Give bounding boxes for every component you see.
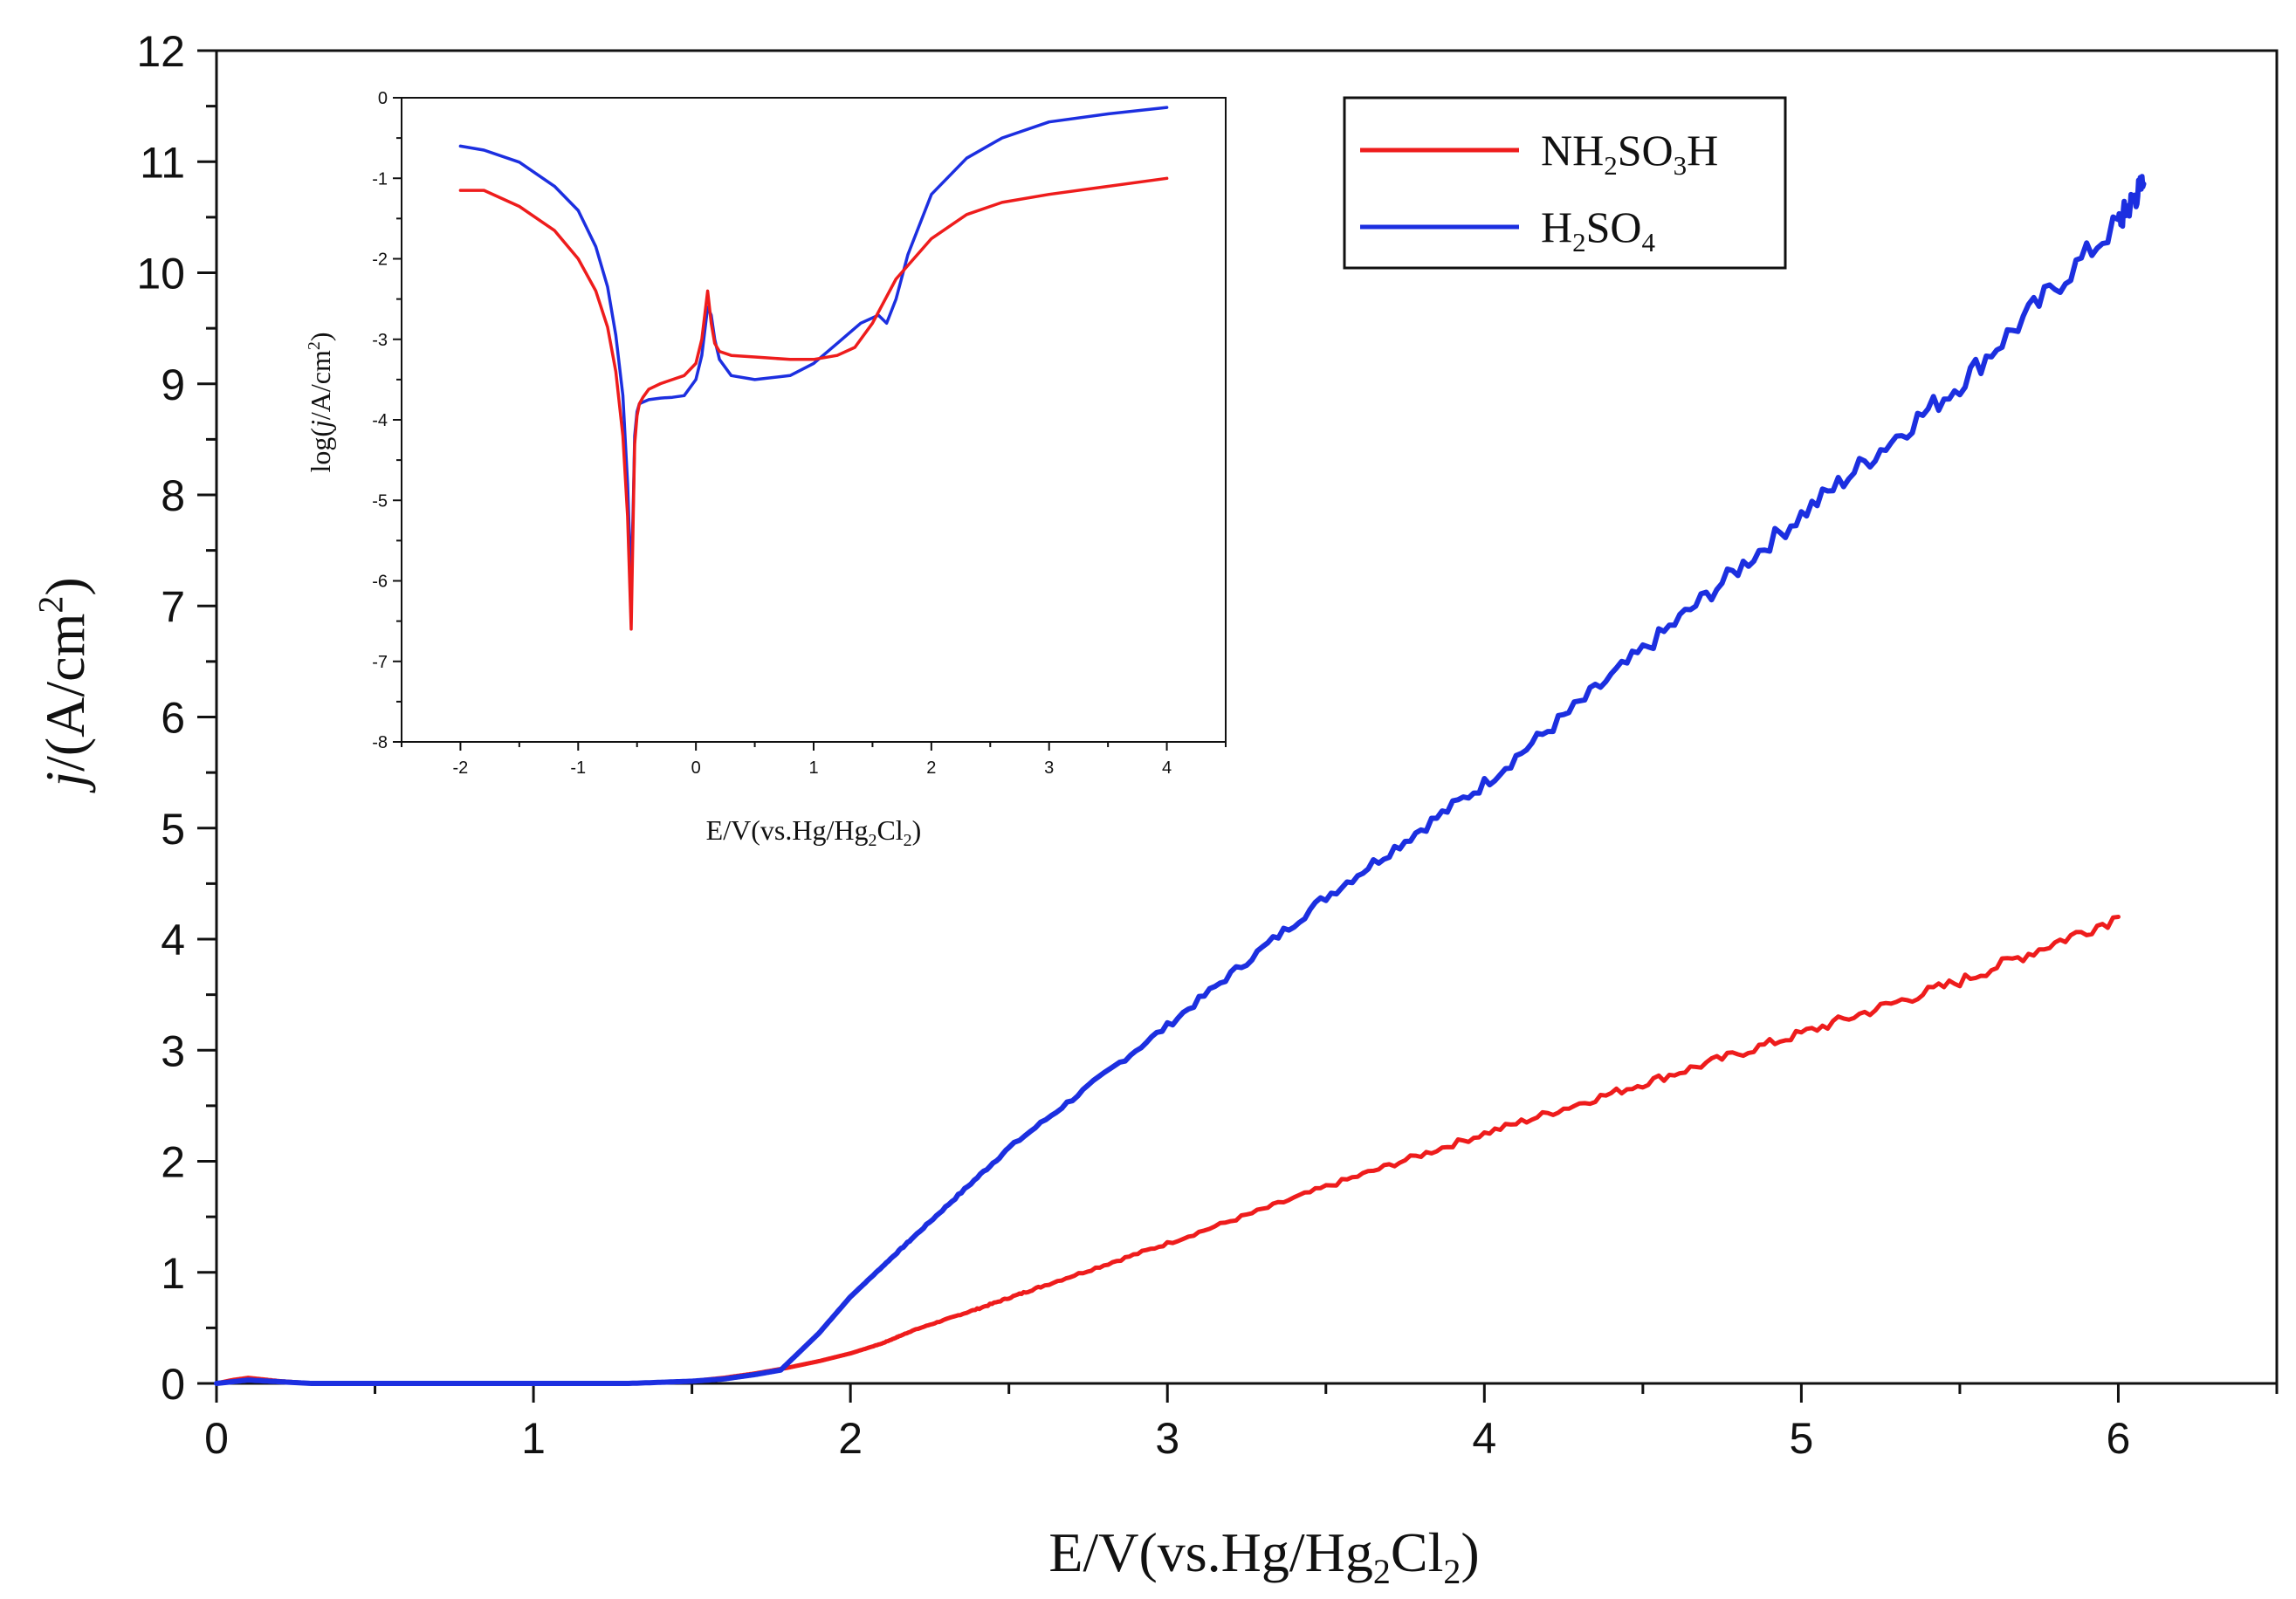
inset-y-tick-label: -8: [372, 733, 388, 752]
legend-box: [1343, 96, 1787, 270]
inset-y-tick-label: -2: [372, 250, 388, 270]
inset-x-tick-label: 4: [1162, 758, 1172, 778]
main-x-tick-label: 6: [2107, 1414, 2131, 1463]
inset-x-tick-label: 0: [691, 758, 701, 778]
main-y-tick-label: 11: [140, 138, 185, 187]
main-x-tick-label: 3: [1155, 1414, 1179, 1463]
main-y-tick-label: 12: [136, 27, 185, 76]
inset-y-tick-label: -7: [372, 653, 388, 672]
main-x-axis-title: E/V(vs.Hg/Hg2​Cl2​): [1048, 1521, 1479, 1591]
inset-x-tick-label: 3: [1044, 758, 1054, 778]
main-y-tick-label: 9: [161, 360, 185, 409]
inset-y-tick-label: 0: [378, 89, 388, 108]
inset-x-tick-label: -2: [453, 758, 469, 778]
main-series-line-H2SO4: [214, 174, 2147, 1386]
legend-label-H2SO4: H2​SO4​: [1541, 202, 1656, 257]
main-x-tick-label: 2: [838, 1414, 863, 1463]
inset-x-tick-label: 1: [808, 758, 818, 778]
inset-series-line-NH2SO3H: [458, 176, 1169, 631]
inset-background: [402, 98, 1226, 742]
main-y-tick-label: 2: [161, 1138, 185, 1187]
inset-series-line-H2SO4: [458, 106, 1169, 591]
inset-y-tick-label: -3: [372, 331, 388, 350]
main-x-tick-label: 1: [521, 1414, 546, 1463]
inset-y-axis-title: log(j/A/cm2​): [305, 332, 336, 472]
main-y-tick-label: 0: [161, 1360, 185, 1409]
main-series: [214, 174, 2147, 1386]
main-x-tick-label: 0: [204, 1414, 229, 1463]
main-y-tick-label: 8: [161, 471, 185, 520]
inset-x-tick-label: -1: [570, 758, 586, 778]
inset-y-tick-label: -1: [372, 169, 388, 189]
legend-label-NH2SO3H: NH2​SO3​H: [1541, 126, 1718, 181]
legend: NH2​SO3​H H2​SO4​: [1343, 96, 1787, 270]
inset-y-tick-label: -5: [372, 491, 388, 511]
main-y-tick-label: 4: [161, 916, 185, 964]
main-y-tick-label: 5: [161, 805, 185, 854]
inset-y-tick-label: -6: [372, 573, 388, 592]
inset-tick-labels: -2 -1 0 1 2 3 4 0 -1 -2 -3 -4 -5 -6 -7 -8: [372, 89, 1172, 778]
main-y-tick-label: 10: [136, 250, 185, 299]
main-x-tick-label: 5: [1789, 1414, 1813, 1463]
inset-series: [458, 106, 1169, 631]
main-y-tick-label: 7: [161, 582, 185, 631]
inset-plot: -2 -1 0 1 2 3 4 0 -1 -2 -3 -4 -5 -6 -7 -8 E/V(vs.Hg/Hg2…: [305, 89, 1227, 850]
main-y-tick-label: 1: [161, 1249, 185, 1298]
inset-x-tick-label: 2: [926, 758, 936, 778]
inset-y-tick-label: -4: [372, 411, 388, 430]
main-y-tick-label: 6: [161, 694, 185, 743]
main-ticks: [197, 49, 2279, 1403]
main-x-tick-label: 4: [1472, 1414, 1496, 1463]
main-y-tick-label: 3: [161, 1026, 185, 1075]
inset-x-axis-title: E/V(vs.Hg/Hg2​Cl2​): [706, 814, 922, 850]
inset-ticks: [393, 97, 1227, 751]
